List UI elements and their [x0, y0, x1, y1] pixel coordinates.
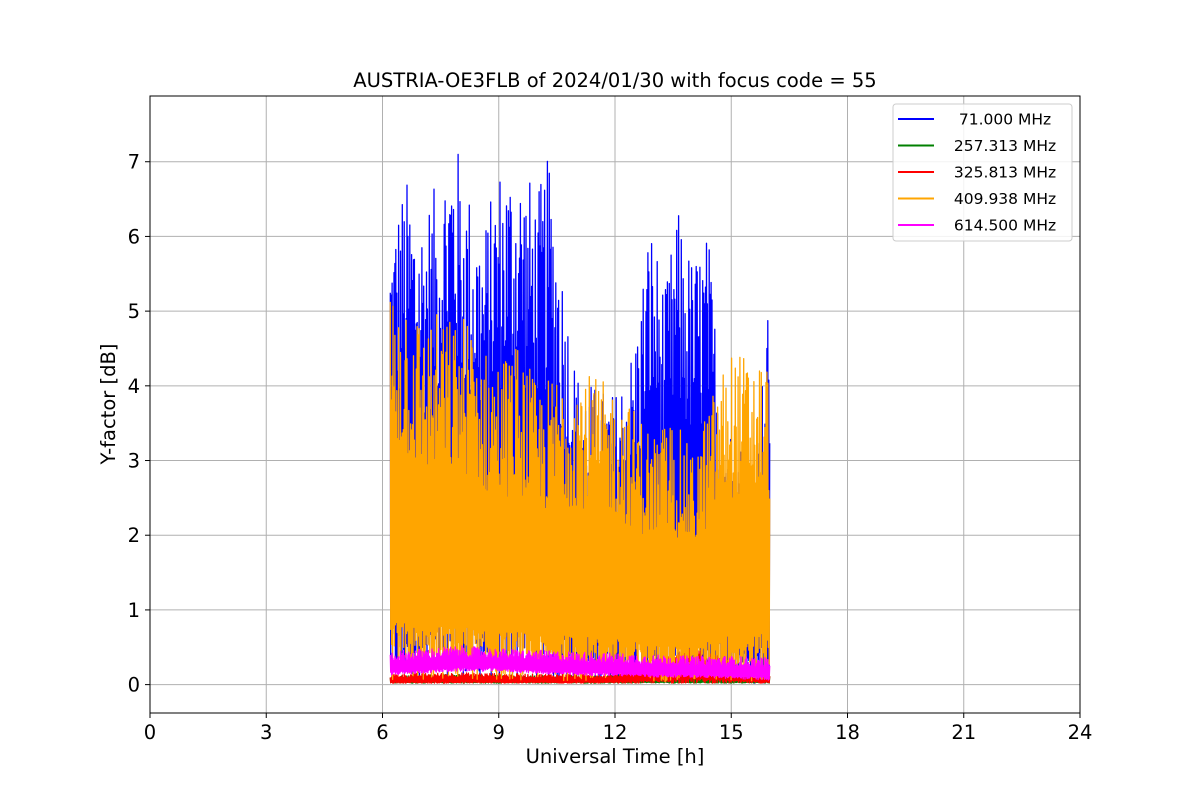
x-tick-label: 0	[144, 721, 156, 744]
y-tick-label: 6	[128, 225, 140, 248]
x-tick-label: 18	[835, 721, 860, 744]
legend: 71.000 MHz 257.313 MHz 325.813 MHz 409.9…	[892, 103, 1073, 242]
legend-label: 409.938 MHz	[949, 190, 1056, 208]
x-tick-label: 3	[260, 721, 272, 744]
x-tick-label: 9	[493, 721, 505, 744]
legend-label: 71.000 MHz	[949, 111, 1051, 129]
x-tick-label: 6	[376, 721, 388, 744]
legend-label: 325.813 MHz	[949, 164, 1056, 182]
y-tick-label: 4	[128, 375, 140, 398]
x-tick-label: 21	[951, 721, 976, 744]
y-tick-label: 0	[128, 674, 140, 697]
y-axis-label: Y-factor [dB]	[97, 344, 120, 466]
y-tick-label: 5	[128, 300, 140, 323]
legend-label: 614.500 MHz	[949, 217, 1056, 235]
x-tick-label: 12	[603, 721, 628, 744]
x-axis-label: Universal Time [h]	[526, 745, 705, 768]
legend-box	[892, 103, 1073, 242]
series-line	[389, 645, 771, 681]
y-tick-label: 3	[128, 450, 140, 473]
x-tick-label: 15	[719, 721, 744, 744]
series-line	[389, 301, 771, 683]
plot-area	[389, 153, 771, 684]
y-tick-label: 2	[128, 524, 140, 547]
chart-title: AUSTRIA-OE3FLB of 2024/01/30 with focus …	[353, 69, 876, 92]
y-tick-label: 1	[128, 599, 140, 622]
y-tick-label: 7	[128, 151, 140, 174]
legend-label: 257.313 MHz	[949, 137, 1056, 155]
x-tick-label: 24	[1068, 721, 1093, 744]
